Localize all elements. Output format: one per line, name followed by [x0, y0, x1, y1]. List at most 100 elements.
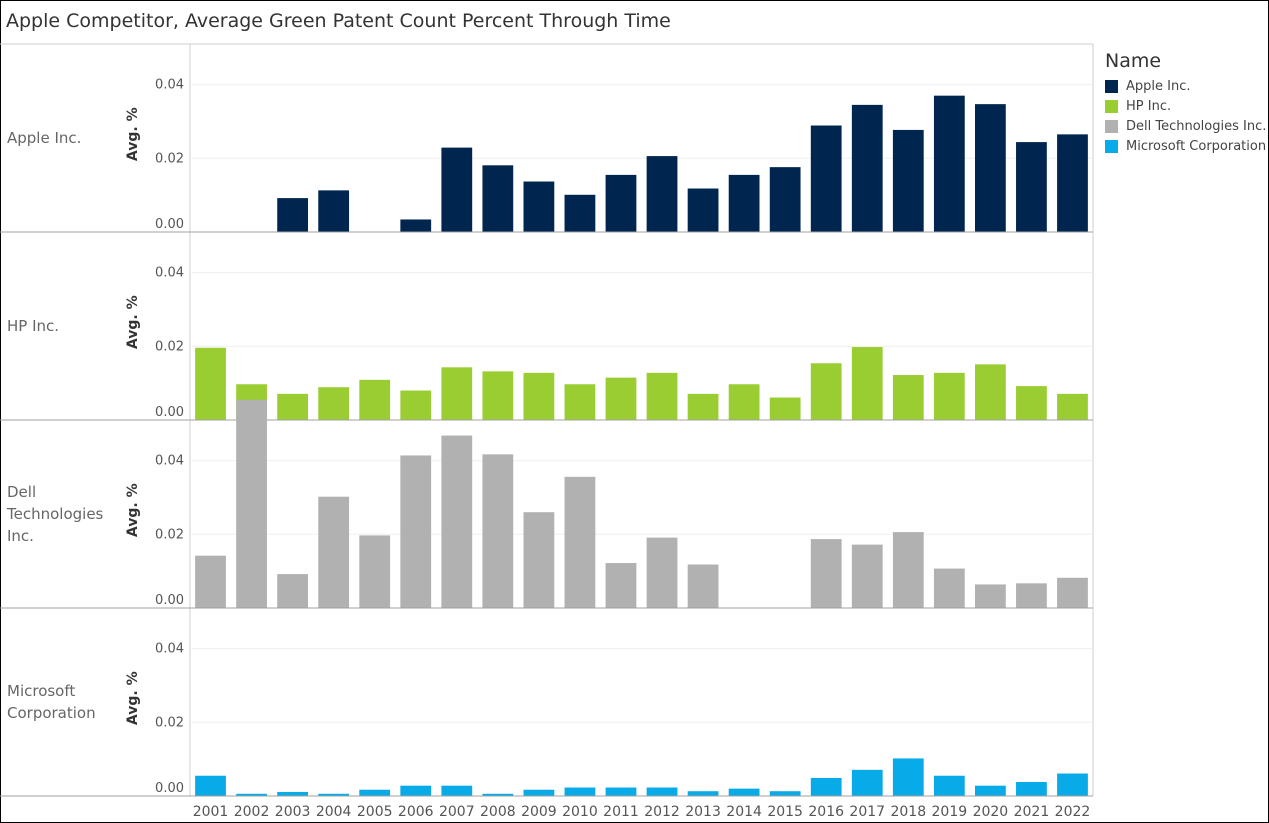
bar-microsoft-corporation-2011	[605, 787, 637, 796]
bar-microsoft-corporation-2001	[195, 775, 226, 796]
bar-dell-technologies-inc-2008	[482, 454, 514, 608]
x-tick-label: 2017	[849, 804, 885, 820]
bar-dell-technologies-inc-2021	[1016, 583, 1047, 608]
bar-hp-inc-2006	[400, 390, 432, 420]
legend-swatch-microsoft	[1105, 139, 1118, 153]
bar-dell-technologies-inc-2002	[236, 399, 267, 608]
x-tick-label: 2003	[275, 804, 311, 820]
y-axis-label: Avg. %	[125, 483, 141, 537]
bar-dell-technologies-inc-2018	[892, 532, 924, 608]
y-tick-label: 0.00	[155, 593, 184, 608]
y-tick-label: 0.04	[155, 642, 184, 657]
bar-dell-technologies-inc-2019	[933, 568, 965, 608]
y-tick-label: 0.00	[155, 217, 184, 232]
row-label: HP Inc.	[7, 317, 59, 335]
bar-microsoft-corporation-2021	[1016, 781, 1047, 796]
bar-hp-inc-2018	[892, 375, 924, 420]
y-tick-label: 0.00	[155, 781, 184, 796]
legend: Name Apple Inc. HP Inc. Dell Technologie…	[1105, 50, 1266, 156]
bar-apple-inc-2013	[687, 188, 719, 232]
y-tick-label: 0.02	[155, 151, 184, 166]
bar-dell-technologies-inc-2004	[318, 496, 350, 608]
chart-title: Apple Competitor, Average Green Patent C…	[6, 10, 671, 32]
legend-swatch-apple	[1105, 79, 1118, 93]
bar-microsoft-corporation-2014	[728, 788, 760, 796]
bar-hp-inc-2015	[769, 397, 801, 420]
bar-apple-inc-2009	[523, 181, 555, 232]
bar-apple-inc-2003	[277, 198, 309, 232]
legend-item-hp[interactable]: HP Inc.	[1105, 96, 1266, 116]
y-axis-label: Avg. %	[125, 671, 141, 725]
y-tick-label: 0.00	[155, 405, 184, 420]
bar-microsoft-corporation-2003	[277, 791, 309, 796]
x-tick-label: 2004	[316, 804, 352, 820]
y-tick-label: 0.04	[155, 266, 184, 281]
bar-dell-technologies-inc-2017	[851, 544, 883, 608]
bar-microsoft-corporation-2005	[359, 789, 391, 796]
bar-microsoft-corporation-2006	[400, 785, 432, 796]
bar-hp-inc-2019	[933, 372, 965, 420]
bar-hp-inc-2016	[810, 363, 842, 420]
x-tick-label: 2002	[234, 804, 270, 820]
bar-apple-inc-2004	[318, 190, 350, 232]
bar-dell-technologies-inc-2020	[974, 584, 1006, 608]
bar-dell-technologies-inc-2003	[277, 574, 309, 608]
y-axis-label: Avg. %	[125, 295, 141, 349]
bar-dell-technologies-inc-2022	[1057, 577, 1088, 608]
bar-microsoft-corporation-2016	[810, 777, 842, 796]
bar-apple-inc-2007	[441, 147, 473, 232]
bar-hp-inc-2017	[851, 347, 883, 420]
bar-hp-inc-2011	[605, 377, 637, 420]
x-tick-label: 2019	[932, 804, 968, 820]
bar-microsoft-corporation-2019	[933, 775, 965, 796]
bar-dell-technologies-inc-2001	[195, 555, 226, 608]
row-label: Apple Inc.	[7, 129, 81, 147]
bar-microsoft-corporation-2022	[1057, 773, 1088, 796]
bar-dell-technologies-inc-2013	[687, 564, 719, 608]
bar-microsoft-corporation-2010	[564, 787, 596, 796]
bar-hp-inc-2010	[564, 384, 596, 420]
bar-apple-inc-2012	[646, 156, 678, 232]
bar-hp-inc-2022	[1057, 393, 1088, 420]
x-tick-label: 2021	[1014, 804, 1050, 820]
bar-hp-inc-2004	[318, 387, 350, 420]
bar-hp-inc-2012	[646, 372, 678, 420]
bar-hp-inc-2013	[687, 393, 719, 420]
x-tick-label: 2009	[521, 804, 557, 820]
x-tick-label: 2012	[644, 804, 680, 820]
y-tick-label: 0.02	[155, 339, 184, 354]
x-tick-label: 2011	[603, 804, 639, 820]
legend-item-apple[interactable]: Apple Inc.	[1105, 76, 1266, 96]
bar-apple-inc-2022	[1057, 134, 1088, 232]
bar-apple-inc-2017	[851, 104, 883, 232]
x-tick-label: 2022	[1055, 804, 1091, 820]
legend-label-apple: Apple Inc.	[1126, 78, 1191, 94]
bar-apple-inc-2018	[892, 129, 924, 232]
row-label: Dell	[7, 483, 36, 501]
bar-microsoft-corporation-2017	[851, 769, 883, 796]
bar-apple-inc-2021	[1016, 142, 1047, 232]
bar-hp-inc-2020	[974, 364, 1006, 420]
bar-microsoft-corporation-2012	[646, 787, 678, 796]
bar-microsoft-corporation-2008	[482, 793, 514, 796]
bar-dell-technologies-inc-2005	[359, 535, 391, 608]
bar-apple-inc-2008	[482, 165, 514, 232]
x-tick-label: 2008	[480, 804, 516, 820]
bar-apple-inc-2015	[769, 167, 801, 232]
legend-item-dell[interactable]: Dell Technologies Inc.	[1105, 116, 1266, 136]
bar-apple-inc-2016	[810, 125, 842, 232]
bar-hp-inc-2014	[728, 384, 760, 420]
bar-hp-inc-2005	[359, 379, 391, 420]
legend-item-microsoft[interactable]: Microsoft Corporation	[1105, 136, 1266, 156]
bar-hp-inc-2001	[195, 347, 226, 420]
legend-swatch-dell	[1105, 119, 1118, 133]
bar-hp-inc-2008	[482, 371, 514, 420]
bar-microsoft-corporation-2007	[441, 785, 473, 796]
y-tick-label: 0.02	[155, 715, 184, 730]
bar-dell-technologies-inc-2010	[564, 476, 596, 608]
x-tick-label: 2016	[808, 804, 844, 820]
x-tick-label: 2005	[357, 804, 393, 820]
bar-dell-technologies-inc-2009	[523, 512, 555, 608]
bar-apple-inc-2020	[974, 104, 1006, 232]
y-tick-label: 0.04	[155, 78, 184, 93]
